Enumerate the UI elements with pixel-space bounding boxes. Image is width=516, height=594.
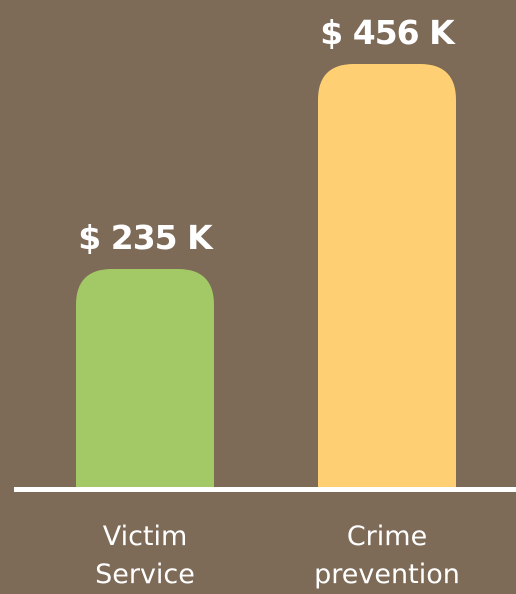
bar: [318, 64, 456, 487]
baseline: [14, 487, 516, 492]
category-label: Victim Service: [95, 521, 195, 590]
category-label: Crime prevention: [314, 521, 460, 590]
value-label: $ 235 K: [78, 218, 214, 257]
bar: [76, 269, 214, 487]
value-label: $ 456 K: [320, 13, 456, 52]
